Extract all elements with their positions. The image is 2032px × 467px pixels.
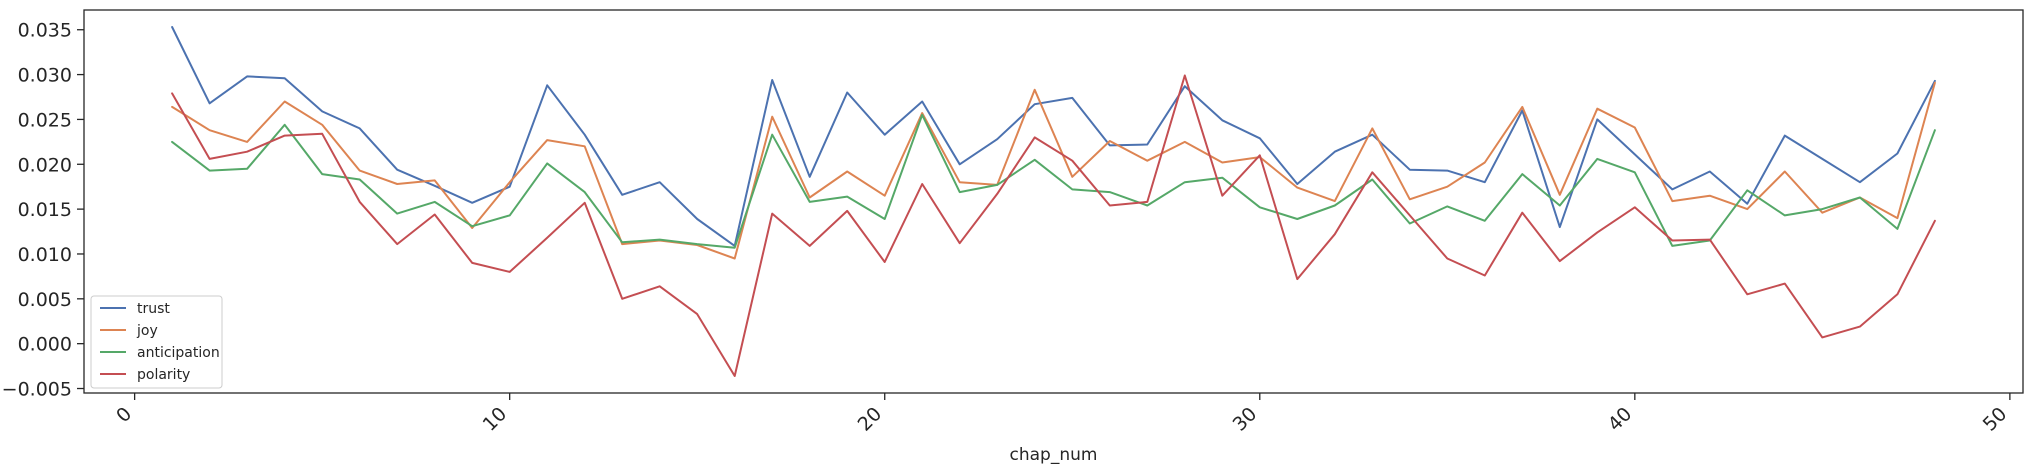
y-axis: −0.005 0.000 0.005 0.010 0.015 0.020 0.025 0.03… [2, 20, 84, 401]
legend-label: polarity [137, 367, 190, 383]
x-axis-label: chap_num [1010, 445, 1098, 465]
legend: trust joy anticipation polarity [90, 295, 223, 389]
legend-item-anticipation: anticipation [100, 345, 220, 361]
y-tick-label: 0.010 [18, 244, 72, 266]
y-tick-label: 0.015 [18, 199, 72, 221]
plot-frame [83, 9, 2024, 394]
x-tick-label: 0 [112, 403, 136, 427]
x-tick-label: 10 [479, 403, 512, 436]
legend-label: anticipation [137, 345, 220, 361]
y-tick-label: 0.000 [18, 334, 72, 356]
series-line-polarity [171, 74, 1936, 377]
legend-item-joy: joy [100, 323, 158, 339]
x-axis: 0 10 20 30 40 50 [112, 393, 2011, 436]
series-line-joy [171, 81, 1936, 260]
x-tick-label: 40 [1604, 403, 1637, 436]
legend-item-trust: trust [100, 301, 170, 317]
y-tick-label: 0.035 [18, 20, 72, 42]
legend-label: trust [137, 301, 170, 317]
x-tick-label: 30 [1229, 403, 1262, 436]
series-line-anticipation [171, 113, 1936, 249]
x-tick-label: 50 [1979, 403, 2012, 436]
legend-label: joy [136, 323, 158, 339]
y-tick-label: 0.020 [18, 154, 72, 176]
legend-item-polarity: polarity [100, 367, 190, 383]
y-tick-label: 0.005 [18, 289, 72, 311]
y-tick-label: 0.030 [18, 65, 72, 87]
series-line-trust [171, 26, 1936, 247]
y-tick-label: −0.005 [2, 379, 72, 401]
legend-box [90, 295, 223, 389]
plot-lines [171, 26, 1936, 377]
x-tick-label: 20 [854, 403, 887, 436]
y-tick-label: 0.025 [18, 109, 72, 131]
